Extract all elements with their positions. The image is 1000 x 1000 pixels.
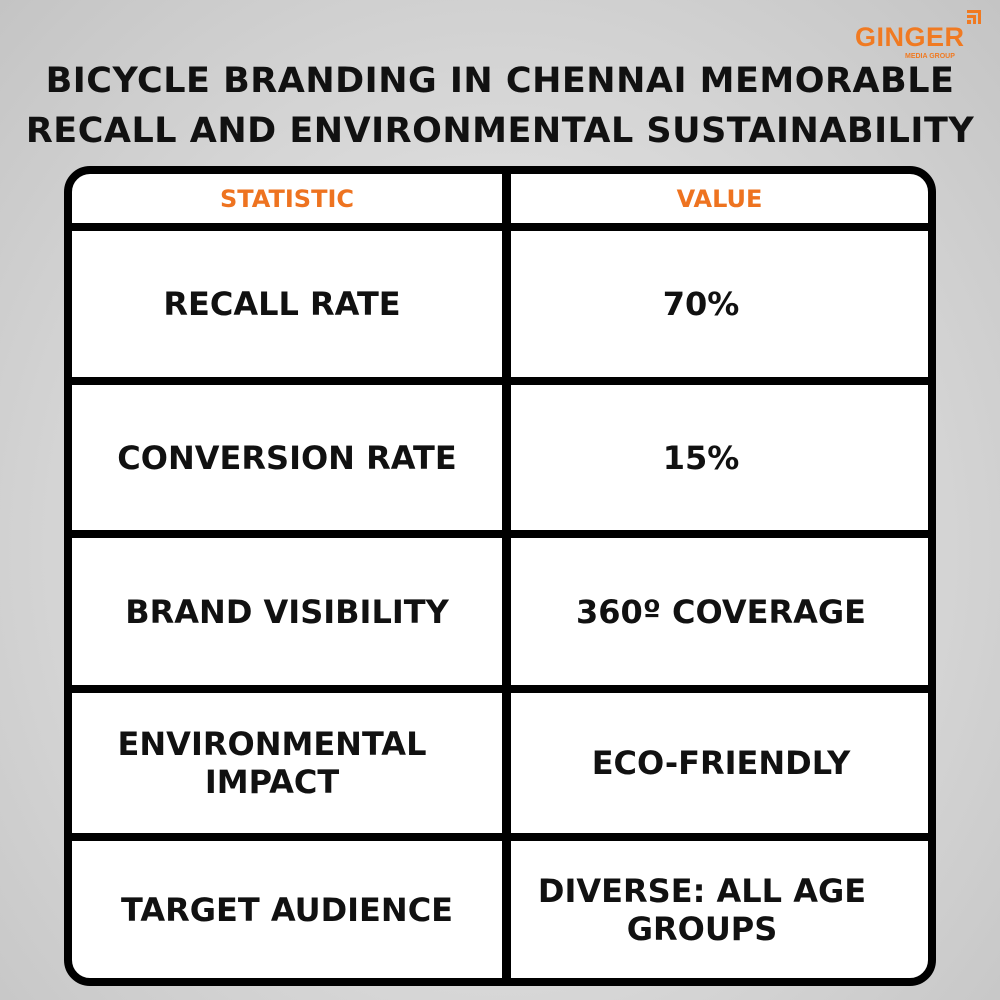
statistic-cell: RECALL RATE: [163, 285, 401, 323]
statistic-cell: TARGET AUDIENCE: [120, 890, 454, 929]
column-divider: [502, 174, 511, 978]
statistic-cell: ENVIRONMENTAL IMPACT: [117, 725, 427, 801]
row-divider: [72, 833, 928, 841]
header-statistic: STATISTIC: [219, 184, 354, 213]
header-value: VALUE: [676, 184, 763, 213]
logo-name: GINGER: [855, 22, 965, 52]
statistic-cell: CONVERSION RATE: [117, 438, 457, 477]
row-divider: [72, 377, 928, 385]
value-cell: 70%: [662, 285, 740, 323]
value-cell: 360º COVERAGE: [576, 592, 866, 631]
row-divider: [72, 685, 928, 693]
page-title-line-2: RECALL AND ENVIRONMENTAL SUSTAINABILITY: [25, 111, 975, 151]
value-cell: ECO-FRIENDLY: [591, 744, 851, 782]
row-divider: [72, 530, 928, 538]
statistic-cell: BRAND VISIBILITY: [125, 592, 449, 631]
logo-subtitle: MEDIA GROUP: [905, 53, 955, 60]
page-title-line-1: BICYCLE BRANDING IN CHENNAI MEMORABLE: [45, 61, 955, 101]
ginger-media-group-logo: GINGER MEDIA GROUP: [855, 10, 981, 60]
logo-mark-icon: [967, 10, 981, 24]
value-cell: DIVERSE: ALL AGE GROUPS: [537, 871, 867, 948]
value-cell: 15%: [662, 438, 740, 477]
statistics-table: STATISTIC VALUE RECALL RATE 70% CONVERSI…: [64, 166, 936, 986]
row-divider: [72, 223, 928, 231]
